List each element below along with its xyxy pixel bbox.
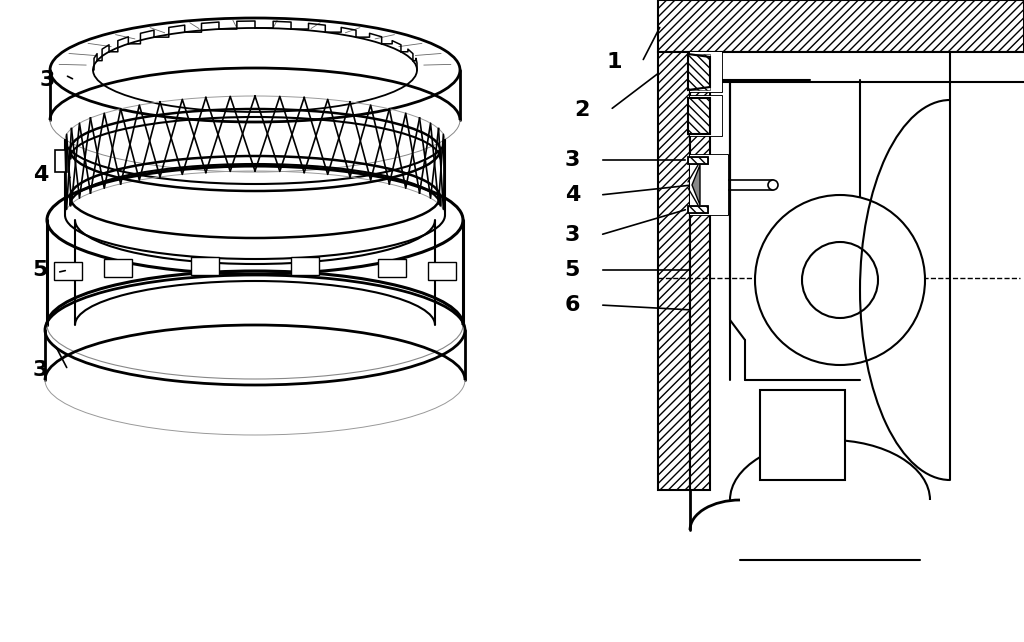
Bar — [688, 98, 710, 134]
Bar — [690, 52, 710, 490]
Bar — [291, 257, 319, 275]
Text: 3: 3 — [564, 225, 580, 245]
Bar — [55, 150, 67, 172]
Circle shape — [768, 180, 778, 190]
Bar — [710, 52, 1024, 82]
Text: 4: 4 — [564, 185, 580, 205]
Bar — [428, 262, 457, 280]
Polygon shape — [692, 165, 700, 205]
Text: 3: 3 — [564, 150, 580, 170]
Text: 3: 3 — [33, 360, 48, 380]
Polygon shape — [688, 98, 710, 134]
Bar — [658, 52, 690, 490]
Text: 5: 5 — [33, 260, 48, 280]
Text: 2: 2 — [574, 100, 590, 120]
Bar — [688, 157, 708, 164]
Bar — [688, 54, 710, 90]
Bar — [658, 0, 1024, 52]
Bar — [378, 259, 407, 277]
Text: 1: 1 — [606, 52, 622, 72]
Circle shape — [802, 242, 878, 318]
Text: 5: 5 — [564, 260, 580, 280]
Bar — [688, 206, 708, 213]
Bar — [690, 52, 722, 92]
Bar — [53, 262, 82, 280]
Circle shape — [755, 195, 925, 365]
Bar — [688, 206, 708, 213]
Bar — [760, 390, 845, 480]
Bar — [690, 155, 728, 215]
Bar — [190, 257, 219, 275]
Bar — [103, 259, 132, 277]
Text: 3: 3 — [40, 70, 55, 90]
Ellipse shape — [47, 166, 463, 274]
Text: 4: 4 — [33, 165, 48, 185]
Text: 6: 6 — [564, 295, 580, 315]
Bar — [688, 157, 708, 164]
Polygon shape — [688, 54, 710, 90]
Bar — [690, 96, 722, 136]
